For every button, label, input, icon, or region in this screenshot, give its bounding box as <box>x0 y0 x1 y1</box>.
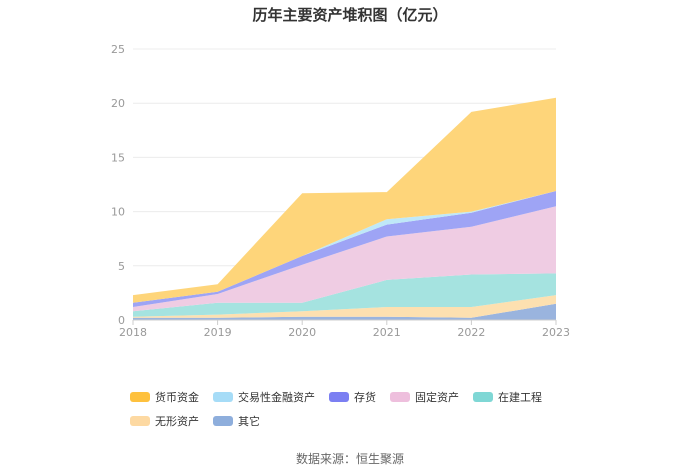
area-series-1 <box>133 295 556 318</box>
x-tick-label: 2020 <box>288 326 316 339</box>
y-tick-label: 5 <box>118 260 125 273</box>
area-series-group <box>133 97 556 320</box>
area-series-6 <box>133 97 556 303</box>
legend-item[interactable]: 在建工程 <box>473 390 542 404</box>
axes: 0 5 10 15 20 25 2018 2019 2020 2021 2022 2023 <box>111 43 570 339</box>
legend-swatch <box>390 392 410 402</box>
data-source: 数据来源：恒生聚源 <box>295 452 404 466</box>
legend-swatch <box>130 416 150 426</box>
area-series-4 <box>133 191 556 307</box>
x-tick-label: 2021 <box>373 326 401 339</box>
legend-item[interactable]: 其它 <box>213 414 260 428</box>
x-tick-label: 2019 <box>204 326 232 339</box>
area-series-0 <box>133 303 556 320</box>
legend-swatch <box>130 392 150 402</box>
legend-label: 无形资产 <box>155 415 199 428</box>
x-tick-label: 2023 <box>542 326 570 339</box>
x-tick-label: 2022 <box>457 326 485 339</box>
y-tick-label: 15 <box>111 151 125 164</box>
legend-label: 其它 <box>238 415 260 428</box>
legend-label: 固定资产 <box>415 391 459 404</box>
legend-item[interactable]: 无形资产 <box>130 414 199 428</box>
legend-swatch <box>213 416 233 426</box>
legend-swatch <box>213 392 233 402</box>
legend-item[interactable]: 存货 <box>329 390 376 404</box>
legend-swatch <box>473 392 493 402</box>
y-tick-label: 25 <box>111 43 125 56</box>
chart-title: 历年主要资产堆积图（亿元） <box>252 6 448 24</box>
x-tick-label: 2018 <box>119 326 147 339</box>
y-tick-label: 10 <box>111 206 125 219</box>
legend-item[interactable]: 固定资产 <box>390 390 459 404</box>
y-tick-label: 20 <box>111 97 125 110</box>
y-tick-label: 0 <box>118 314 125 327</box>
legend-label: 存货 <box>354 391 376 404</box>
legend-label: 货币资金 <box>155 391 199 404</box>
legend-label: 交易性金融资产 <box>238 391 315 404</box>
legend-label: 在建工程 <box>498 391 542 404</box>
area-series-2 <box>133 273 556 317</box>
area-series-3 <box>133 206 556 312</box>
legend: 货币资金 交易性金融资产 存货 固定资产 在建工程无形资产 其它 <box>130 390 590 428</box>
legend-item[interactable]: 交易性金融资产 <box>213 390 315 404</box>
legend-item[interactable]: 货币资金 <box>130 390 199 404</box>
legend-swatch <box>329 392 349 402</box>
